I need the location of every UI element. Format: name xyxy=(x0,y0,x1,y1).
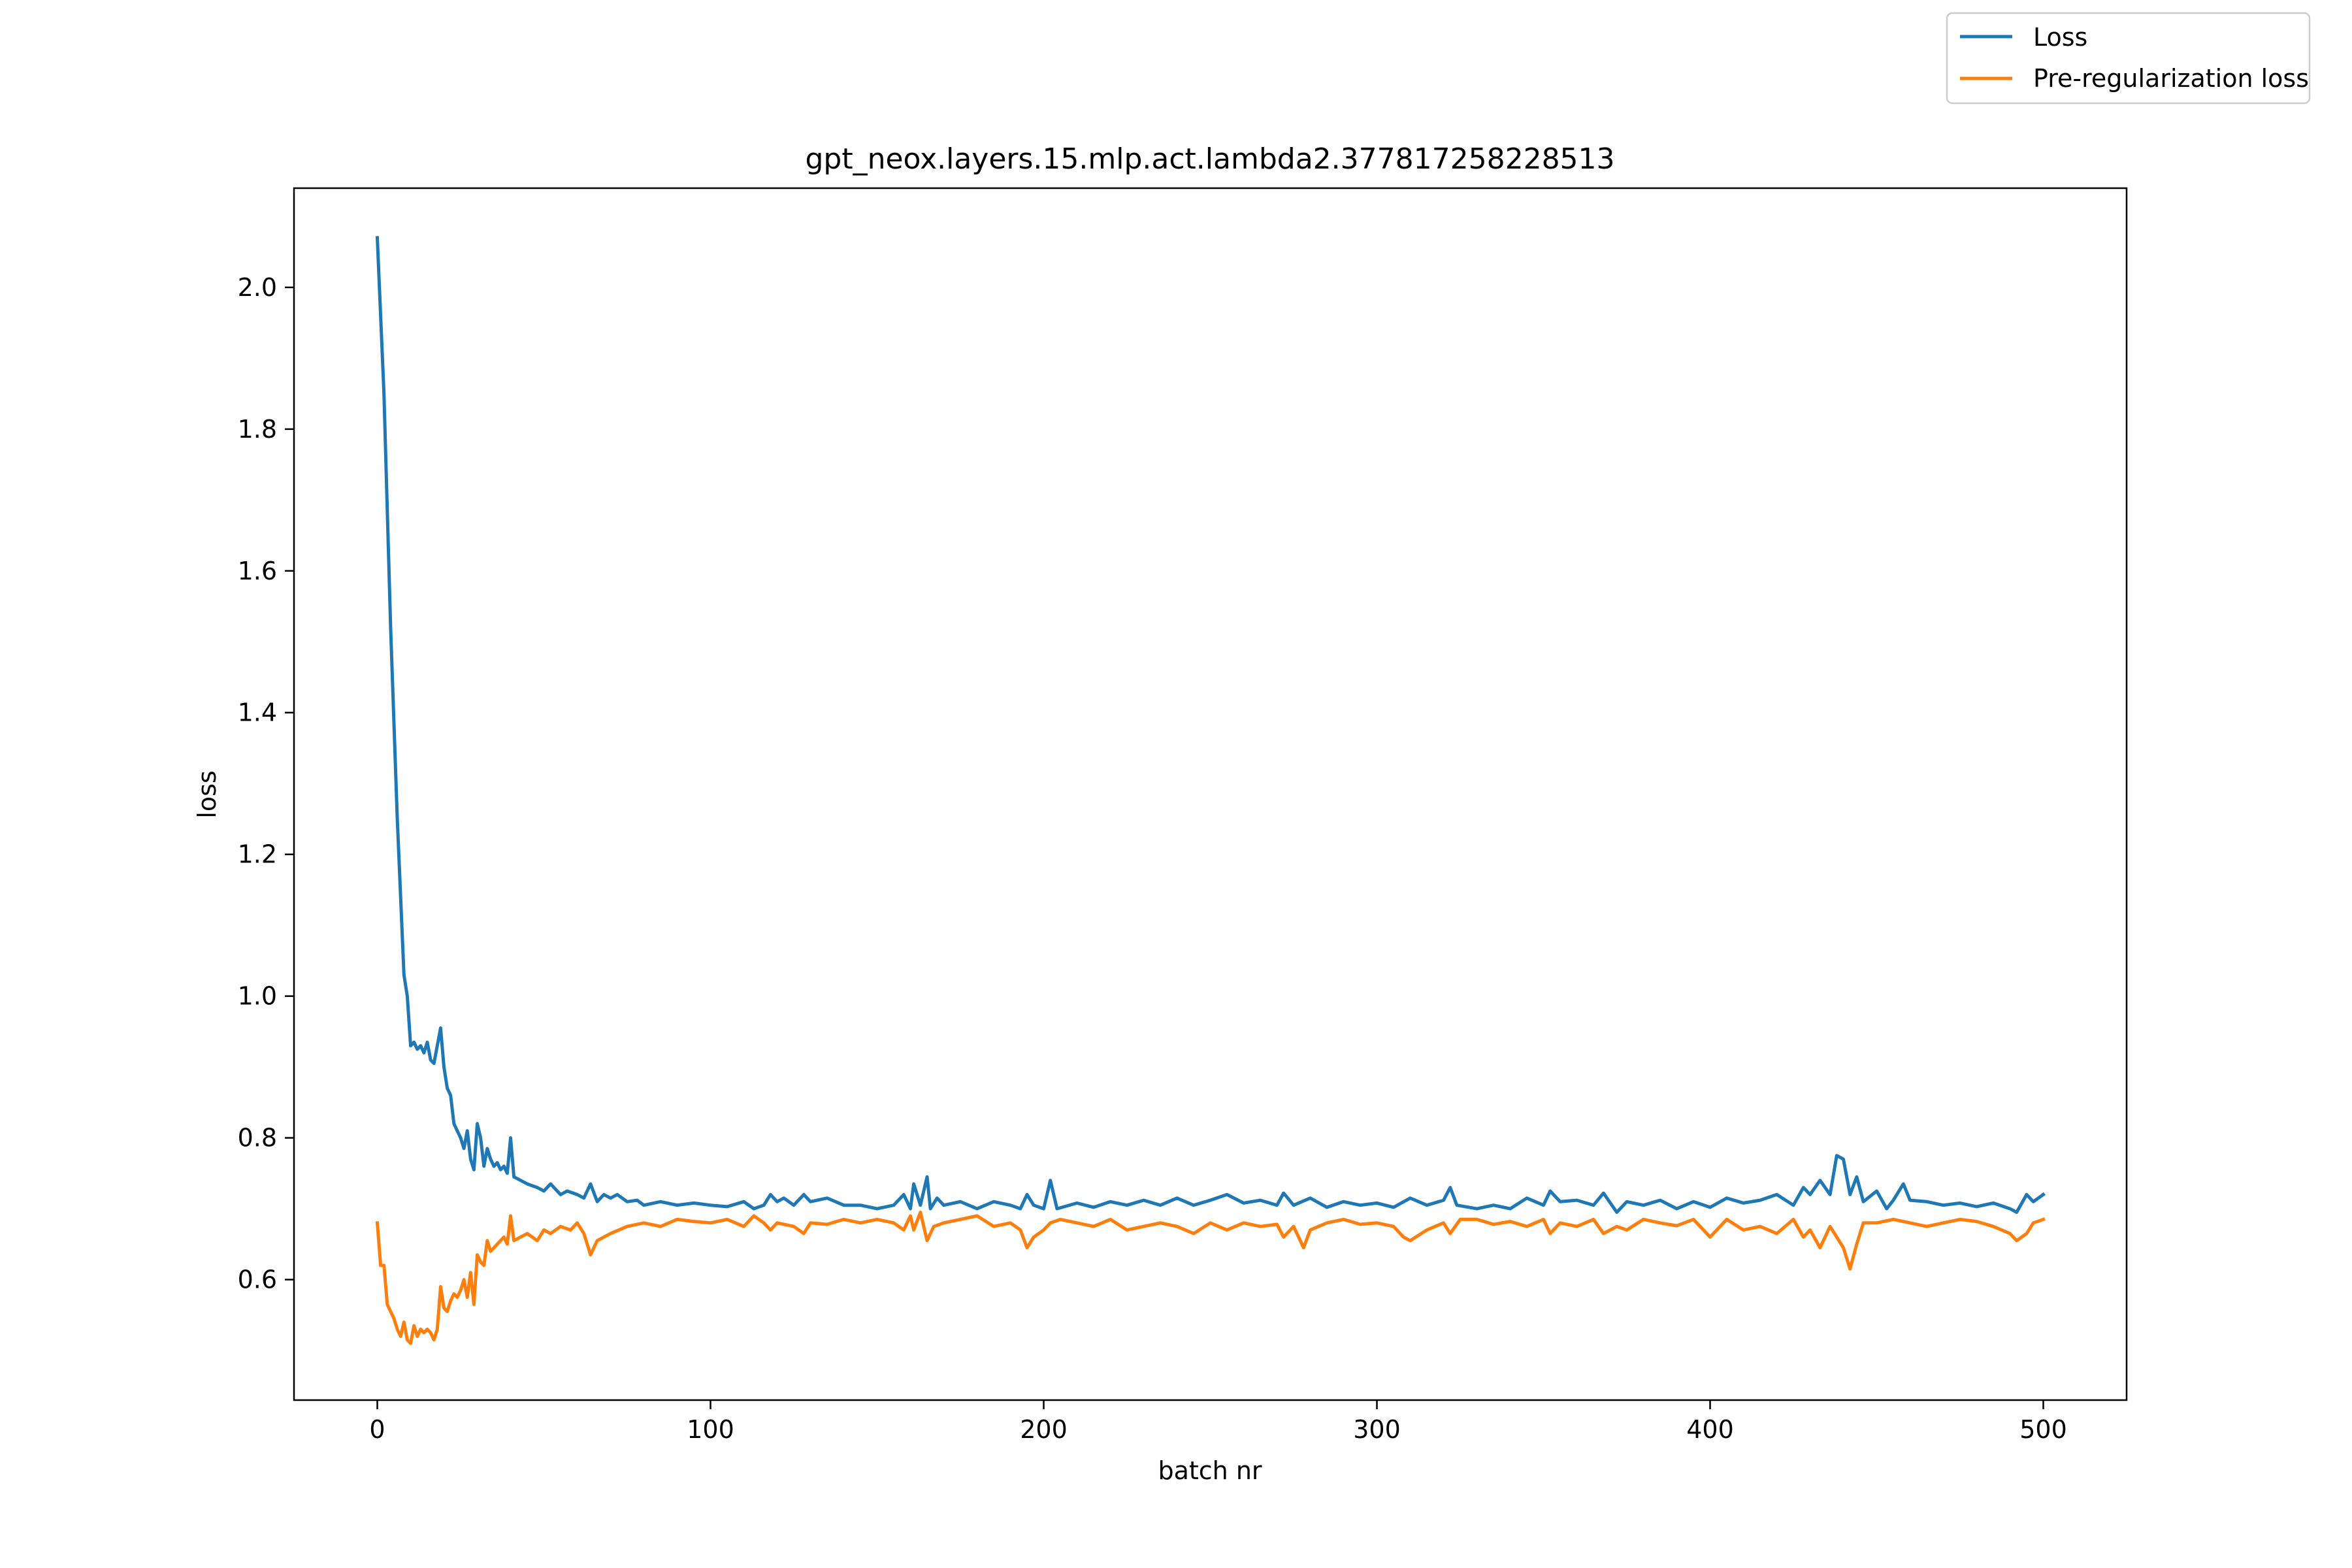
y-tick-label: 1.6 xyxy=(238,557,277,585)
y-tick-label: 1.4 xyxy=(238,698,277,727)
y-tick-label: 0.6 xyxy=(238,1266,277,1294)
x-axis-label: batch nr xyxy=(1158,1456,1262,1485)
plot-frame xyxy=(293,187,2128,1401)
x-tick-label: 400 xyxy=(1686,1415,1734,1444)
y-axis-label: loss xyxy=(193,770,221,818)
y-tick-label: 2.0 xyxy=(238,273,277,302)
legend-label-loss: Loss xyxy=(2033,23,2087,52)
x-axis-ticks: 0 100 200 300 400 500 xyxy=(369,1400,2067,1444)
x-tick-label: 100 xyxy=(687,1415,734,1444)
x-tick-label: 0 xyxy=(369,1415,385,1444)
series-line-1 xyxy=(375,1211,2046,1345)
x-tick-label: 200 xyxy=(1020,1415,1068,1444)
series-line-0 xyxy=(375,236,2046,1214)
legend-frame xyxy=(1946,12,2311,105)
x-tick-label: 300 xyxy=(1353,1415,1401,1444)
x-tick-label: 500 xyxy=(2019,1415,2067,1444)
legend: Loss Pre-regularization loss xyxy=(1946,12,2311,105)
plot-lines xyxy=(375,236,2046,1345)
y-tick-label: 1.8 xyxy=(238,415,277,444)
legend-label-pre-regularization-loss: Pre-regularization loss xyxy=(2033,64,2309,93)
chart-title: gpt_neox.layers.15.mlp.act.lambda2.37781… xyxy=(805,142,1614,176)
y-tick-label: 1.0 xyxy=(238,982,277,1011)
y-axis-ticks: 0.6 0.8 1.0 1.2 1.4 1.6 1.8 2.0 xyxy=(238,273,294,1294)
y-tick-label: 0.8 xyxy=(238,1124,277,1152)
y-tick-label: 1.2 xyxy=(238,840,277,869)
